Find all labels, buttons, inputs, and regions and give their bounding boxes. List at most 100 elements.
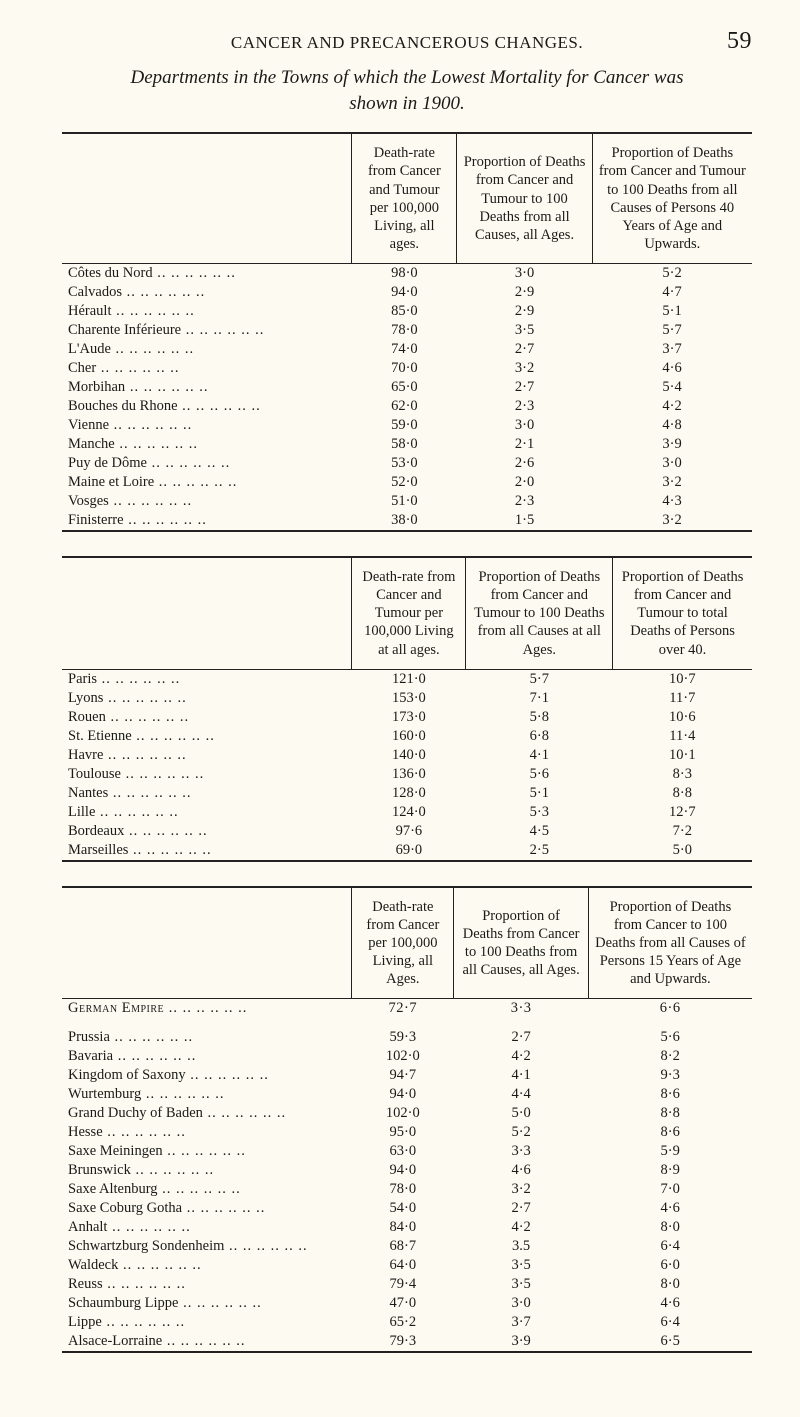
value-cell: 6·8 bbox=[466, 727, 613, 746]
value-cell: 54·0 bbox=[352, 1199, 454, 1218]
region-cell: Vienne bbox=[62, 416, 352, 435]
table-row: Charente Inférieure78·03·55·7 bbox=[62, 321, 752, 340]
value-cell: 8·2 bbox=[588, 1047, 752, 1066]
table-row: Manche58·02·13·9 bbox=[62, 435, 752, 454]
value-cell: 5·8 bbox=[466, 708, 613, 727]
value-cell: 6·4 bbox=[588, 1313, 752, 1332]
page: CANCER AND PRECANCEROUS CHANGES. 59 Depa… bbox=[0, 0, 800, 1417]
table-german-states: Death-rate from Cancer per 100,000 Livin… bbox=[62, 886, 752, 1354]
value-cell: 59·0 bbox=[352, 416, 457, 435]
value-cell: 1·5 bbox=[457, 511, 592, 531]
value-cell: 8·6 bbox=[588, 1085, 752, 1104]
value-cell: 124·0 bbox=[352, 803, 466, 822]
value-cell: 8·8 bbox=[613, 784, 752, 803]
value-cell: 5·1 bbox=[466, 784, 613, 803]
value-cell: 6·6 bbox=[588, 999, 752, 1019]
value-cell: 5·0 bbox=[613, 841, 752, 861]
value-cell: 4·1 bbox=[466, 746, 613, 765]
value-cell: 5·2 bbox=[592, 264, 752, 284]
table-row: Maine et Loire52·02·03·2 bbox=[62, 473, 752, 492]
table-row: Marseilles69·02·55·0 bbox=[62, 841, 752, 861]
value-cell: 8·0 bbox=[588, 1275, 752, 1294]
value-cell: 4·7 bbox=[592, 283, 752, 302]
table-row: Saxe Coburg Gotha54·02·74·6 bbox=[62, 1199, 752, 1218]
value-cell: 2·1 bbox=[457, 435, 592, 454]
region-cell: Vosges bbox=[62, 492, 352, 511]
region-cell: Lippe bbox=[62, 1313, 352, 1332]
value-cell: 3·2 bbox=[457, 359, 592, 378]
t3-head-col2: Proportion of Deaths from Cancer to 100 … bbox=[454, 887, 588, 999]
value-cell: 7·1 bbox=[466, 689, 613, 708]
value-cell: 4·2 bbox=[454, 1047, 588, 1066]
region-cell: Calvados bbox=[62, 283, 352, 302]
value-cell: 4·6 bbox=[588, 1294, 752, 1313]
value-cell: 3·3 bbox=[454, 999, 588, 1019]
value-cell: 153·0 bbox=[352, 689, 466, 708]
table-row: Nantes128·05·18·8 bbox=[62, 784, 752, 803]
table-row: Morbihan65·02·75·4 bbox=[62, 378, 752, 397]
table-row: Rouen173·05·810·6 bbox=[62, 708, 752, 727]
table-row: Prussia59·32·75·6 bbox=[62, 1028, 752, 1047]
table-row: Reuss79·43·58·0 bbox=[62, 1275, 752, 1294]
table-row: Finisterre38·01·53·2 bbox=[62, 511, 752, 531]
value-cell: 128·0 bbox=[352, 784, 466, 803]
value-cell: 3·2 bbox=[592, 473, 752, 492]
table-row: L'Aude74·02·73·7 bbox=[62, 340, 752, 359]
value-cell: 5·3 bbox=[466, 803, 613, 822]
value-cell: 63·0 bbox=[352, 1142, 454, 1161]
table-row: Schwartzburg Sondenheim68·73.56·4 bbox=[62, 1237, 752, 1256]
value-cell: 53·0 bbox=[352, 454, 457, 473]
value-cell: 95·0 bbox=[352, 1123, 454, 1142]
value-cell: 12·7 bbox=[613, 803, 752, 822]
value-cell: 3·5 bbox=[454, 1256, 588, 1275]
region-cell: Maine et Loire bbox=[62, 473, 352, 492]
value-cell: 3·7 bbox=[454, 1313, 588, 1332]
subtitle-line-1: Departments in the Towns of which the Lo… bbox=[131, 67, 684, 88]
value-cell: 2·7 bbox=[454, 1028, 588, 1047]
value-cell: 84·0 bbox=[352, 1218, 454, 1237]
value-cell: 5·6 bbox=[466, 765, 613, 784]
region-cell: Bordeaux bbox=[62, 822, 352, 841]
table-row: Vienne59·03·04·8 bbox=[62, 416, 752, 435]
value-cell: 78·0 bbox=[352, 1180, 454, 1199]
table-row: Vosges51·02·34·3 bbox=[62, 492, 752, 511]
t3-head-col3: Proportion of Deaths from Cancer to 100 … bbox=[588, 887, 752, 999]
value-cell: 3·0 bbox=[592, 454, 752, 473]
value-cell: 6·4 bbox=[588, 1237, 752, 1256]
t2-head-region bbox=[62, 557, 352, 669]
value-cell: 8·3 bbox=[613, 765, 752, 784]
table-row: Calvados94·02·94·7 bbox=[62, 283, 752, 302]
value-cell: 3.5 bbox=[454, 1237, 588, 1256]
table-row: Anhalt84·04·28·0 bbox=[62, 1218, 752, 1237]
value-cell: 8·6 bbox=[588, 1123, 752, 1142]
region-cell: Nantes bbox=[62, 784, 352, 803]
value-cell: 3·0 bbox=[457, 416, 592, 435]
value-cell: 70·0 bbox=[352, 359, 457, 378]
region-cell: Toulouse bbox=[62, 765, 352, 784]
region-cell: Morbihan bbox=[62, 378, 352, 397]
region-cell: Rouen bbox=[62, 708, 352, 727]
value-cell: 2·6 bbox=[457, 454, 592, 473]
t1-head-col2: Proportion of Deaths from Cancer and Tum… bbox=[457, 133, 592, 263]
region-cell: Finisterre bbox=[62, 511, 352, 531]
table-row: Puy de Dôme53·02·63·0 bbox=[62, 454, 752, 473]
value-cell: 59·3 bbox=[352, 1028, 454, 1047]
value-cell: 2·9 bbox=[457, 302, 592, 321]
region-cell: Kingdom of Saxony bbox=[62, 1066, 352, 1085]
value-cell: 5·2 bbox=[454, 1123, 588, 1142]
region-cell: Cher bbox=[62, 359, 352, 378]
value-cell: 2·3 bbox=[457, 397, 592, 416]
table-row: Wurtemburg94·04·48·6 bbox=[62, 1085, 752, 1104]
value-cell: 2·7 bbox=[457, 340, 592, 359]
value-cell: 2·9 bbox=[457, 283, 592, 302]
table-row: Waldeck64·03·56·0 bbox=[62, 1256, 752, 1275]
table-row: German Empire72·73·36·6 bbox=[62, 999, 752, 1019]
value-cell: 98·0 bbox=[352, 264, 457, 284]
table-cities: Death-rate from Cancer and Tumour per 10… bbox=[62, 556, 752, 862]
t2-head-col1: Death-rate from Cancer and Tumour per 10… bbox=[352, 557, 466, 669]
value-cell: 5·4 bbox=[592, 378, 752, 397]
t1-head-region bbox=[62, 133, 352, 263]
running-head: CANCER AND PRECANCEROUS CHANGES. 59 bbox=[62, 28, 752, 55]
value-cell: 4·3 bbox=[592, 492, 752, 511]
value-cell: 65·0 bbox=[352, 378, 457, 397]
